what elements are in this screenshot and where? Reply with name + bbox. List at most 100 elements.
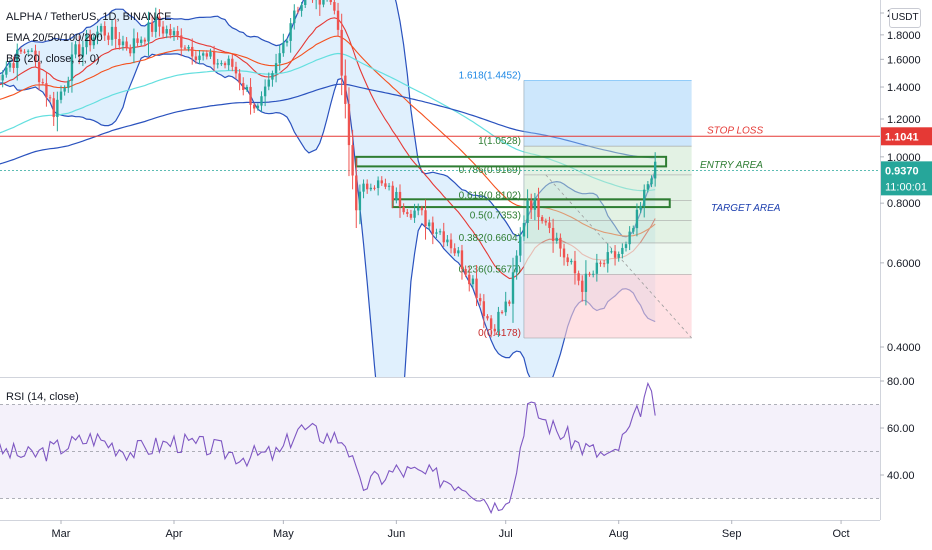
candle-body: [81, 47, 85, 57]
candle-body: [595, 262, 599, 274]
candle: [511, 257, 515, 323]
candle: [110, 19, 114, 46]
candle-body: [362, 183, 365, 192]
candle-body: [577, 273, 580, 281]
candle: [242, 77, 245, 96]
candle: [632, 225, 635, 235]
candle: [70, 42, 74, 93]
candle-body: [431, 222, 434, 234]
candle: [424, 199, 427, 240]
candle-body: [508, 301, 511, 304]
candle-body: [67, 80, 70, 88]
candle-body: [617, 253, 620, 258]
candle: [413, 203, 416, 223]
price-tick-label: 1.8000: [887, 30, 921, 42]
candle: [395, 187, 398, 204]
candle: [519, 227, 522, 263]
candle-body: [653, 161, 657, 179]
candle-body: [471, 278, 475, 285]
candle-body: [16, 49, 19, 68]
candle: [402, 203, 405, 215]
candle-body: [395, 191, 398, 201]
candle: [231, 54, 234, 72]
candle-body: [322, 0, 325, 5]
candle: [482, 294, 486, 329]
candle-body: [329, 0, 332, 3]
candle-body: [420, 207, 424, 211]
candle-body: [110, 26, 114, 40]
candle: [285, 38, 289, 47]
candle: [544, 218, 547, 226]
candle-body: [234, 66, 238, 74]
candle: [37, 50, 41, 91]
candle: [5, 61, 8, 78]
candle: [187, 44, 190, 52]
candle: [526, 189, 529, 239]
candle: [442, 222, 445, 248]
candle-body: [198, 55, 201, 60]
candle-body: [519, 236, 522, 256]
candle: [650, 175, 653, 188]
candle: [639, 201, 642, 214]
target-area-label: TARGET AREA: [711, 203, 781, 214]
candle: [446, 235, 449, 247]
candle-body: [606, 252, 609, 264]
candle: [380, 176, 383, 186]
candle-body: [544, 221, 547, 223]
candle: [19, 47, 23, 54]
entry-area-label: ENTRY AREA: [700, 160, 763, 171]
candle: [304, 0, 307, 8]
last-price-tag: [881, 161, 932, 196]
candle-body: [555, 237, 558, 241]
candle: [369, 183, 373, 192]
currency-button[interactable]: USDT: [889, 8, 921, 28]
candle: [653, 152, 657, 187]
candle: [606, 243, 609, 273]
candle: [468, 265, 471, 292]
candle-body: [191, 46, 194, 57]
candle-body: [56, 99, 59, 118]
candle-body: [500, 311, 504, 313]
candle-body: [493, 328, 496, 332]
candle-body: [442, 231, 445, 243]
candle-body: [253, 104, 256, 109]
candle-body: [216, 63, 219, 65]
candle-body: [384, 183, 387, 187]
candle-body: [635, 209, 639, 229]
candle: [41, 78, 44, 86]
candle: [45, 72, 48, 107]
candle: [99, 23, 103, 37]
price-tick-label: 1.4000: [887, 82, 921, 94]
bollinger-fill: [0, 0, 656, 377]
candle-body: [650, 178, 653, 185]
candle: [129, 44, 132, 57]
candle-body: [183, 47, 187, 49]
candle-body: [5, 67, 8, 75]
candle: [373, 185, 376, 191]
candle-body: [358, 191, 362, 211]
candle-body: [238, 73, 241, 84]
candle: [220, 60, 223, 66]
candle: [67, 76, 70, 93]
candle-body: [34, 50, 37, 63]
candle: [267, 72, 270, 91]
candle: [602, 259, 606, 268]
candle: [81, 40, 85, 67]
candle: [376, 176, 380, 196]
candle: [457, 246, 460, 257]
candle-body: [209, 51, 212, 57]
time-tick-label: Apr: [165, 528, 182, 540]
candle: [613, 245, 617, 266]
candle-body: [274, 63, 278, 74]
candle-body: [489, 318, 493, 329]
candle: [125, 37, 128, 51]
bollinger-lower: [0, 53, 656, 377]
candle-body: [70, 54, 74, 81]
chart-title: ALPHA / TetherUS, 1D, BINANCE: [6, 11, 172, 23]
candle: [475, 265, 478, 307]
candle-body: [169, 29, 172, 36]
rsi-tick-label: 80.00: [887, 376, 915, 388]
candle: [449, 233, 453, 254]
candle-body: [231, 58, 234, 67]
